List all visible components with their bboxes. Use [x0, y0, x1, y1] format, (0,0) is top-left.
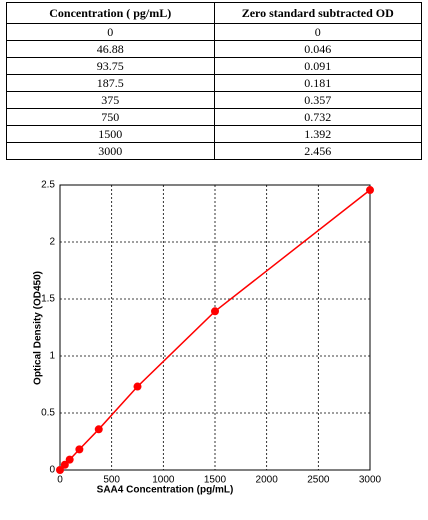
- header-cell: Zero standard subtracted OD: [213, 2, 422, 24]
- y-tick-label: 2: [49, 237, 55, 248]
- table-row: 93.75 0.091: [6, 57, 422, 75]
- data-point: [366, 186, 374, 195]
- x-tick-label: 2500: [307, 475, 330, 486]
- x-axis-label: SAA4 Concentration (pg/mL): [97, 485, 234, 496]
- table-cell: 0.046: [213, 40, 422, 58]
- table-cell: 2.456: [213, 142, 422, 160]
- y-tick-label: 2.5: [41, 180, 55, 191]
- data-point: [60, 460, 69, 469]
- table-cell: 3000: [6, 142, 215, 160]
- table-row: 1500 1.392: [6, 125, 422, 143]
- table-cell: 93.75: [6, 57, 215, 75]
- data-point: [94, 425, 103, 434]
- x-tick-label: 2000: [256, 475, 279, 486]
- data-point: [65, 455, 74, 464]
- data-table: Concentration ( pg/mL) Zero standard sub…: [6, 2, 422, 160]
- header-cell: Concentration ( pg/mL): [6, 2, 215, 24]
- table-cell: 0.181: [213, 74, 422, 92]
- data-point: [56, 466, 64, 474]
- table-cell: 375: [6, 91, 215, 109]
- y-tick-label: 1.5: [41, 294, 55, 305]
- table-row: 187.5 0.181: [6, 74, 422, 92]
- data-point: [133, 382, 142, 391]
- data-point: [211, 307, 219, 316]
- table-row: 46.88 0.046: [6, 40, 422, 58]
- table-row: 375 0.357: [6, 91, 422, 109]
- table-cell: 1500: [6, 125, 215, 143]
- x-tick-label: 3000: [359, 475, 382, 486]
- table-cell: 0.732: [213, 108, 422, 126]
- plot-frame: [59, 184, 371, 471]
- y-axis-label: Optical Density (OD450): [33, 271, 44, 385]
- table-row: 750 0.732: [6, 108, 422, 126]
- table-row: 3000 2.456: [6, 142, 422, 160]
- table-cell: 0: [213, 23, 422, 41]
- x-tick-label: 500: [103, 475, 120, 486]
- table-header: Concentration ( pg/mL) Zero standard sub…: [6, 2, 422, 24]
- data-point: [75, 445, 84, 454]
- y-tick-label: 0: [49, 465, 55, 476]
- table-cell: 0.091: [213, 57, 422, 75]
- table-cell: 46.88: [6, 40, 215, 58]
- chart: SAA4 Concentration (pg/mL) Optical Densi…: [33, 180, 382, 496]
- table-cell: 750: [6, 108, 215, 126]
- x-tick-label: 1000: [152, 475, 175, 486]
- y-tick-label: 0.5: [41, 408, 55, 419]
- x-tick-label: 0: [57, 475, 63, 486]
- x-tick-label: 1500: [204, 475, 227, 486]
- y-tick-label: 1: [49, 351, 55, 362]
- table-cell: 0.357: [213, 91, 422, 109]
- table-cell: 1.392: [213, 125, 422, 143]
- table-cell: 187.5: [6, 74, 215, 92]
- table-cell: 0: [6, 23, 215, 41]
